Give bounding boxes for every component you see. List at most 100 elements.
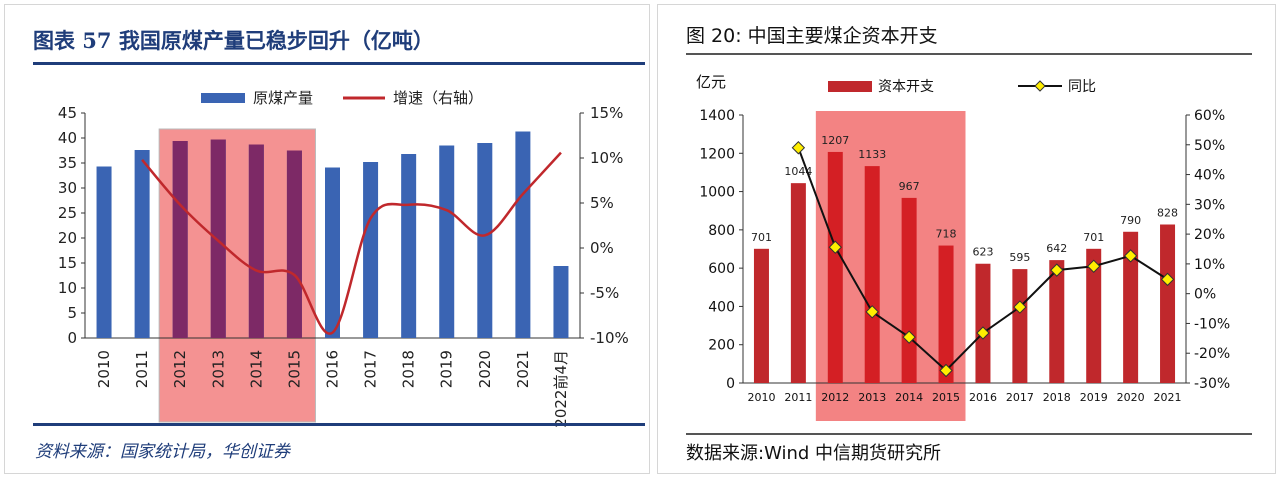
bar-data-label: 595 [1009, 251, 1030, 264]
x-tick-label: 2020 [476, 350, 494, 388]
x-tick-label: 2012 [171, 350, 189, 388]
right-chart-source: 数据来源:Wind 中信期货研究所 [686, 443, 942, 464]
bar-highlight-2013 [210, 139, 226, 338]
y-tick-label: 0 [726, 376, 735, 392]
x-tick-label: 2013 [209, 350, 227, 388]
legend-bar-label: 资本开支 [878, 79, 934, 95]
y2-tick-label: -20% [1194, 346, 1230, 362]
y-tick-label: 45 [58, 104, 77, 122]
y2-tick-label: -10% [590, 329, 629, 347]
legend-bar-label: 原煤产量 [253, 89, 313, 107]
y2-tick-label: 0% [1194, 287, 1216, 303]
y-tick-label: 40 [58, 129, 77, 147]
y2-tick-label: 10% [1194, 257, 1225, 273]
bar-2010 [753, 248, 769, 383]
y-tick-label: 5 [67, 304, 77, 322]
left-chart-source: 资料来源：国家统计局，华创证券 [35, 442, 290, 462]
y2-tick-label: -5% [590, 284, 619, 302]
legend-bar-swatch [828, 81, 872, 92]
yoy-marker [1160, 272, 1175, 287]
x-tick-label: 2010 [747, 391, 775, 404]
yoy-marker [902, 330, 916, 344]
x-tick-label: 2019 [438, 350, 456, 388]
y-tick-label: 1200 [699, 146, 735, 162]
bar-2019 [439, 145, 455, 338]
right-source-rule [686, 433, 1252, 435]
yoy-marker [1123, 249, 1138, 263]
y-tick-label: 15 [58, 254, 77, 272]
x-tick-label: 2018 [400, 350, 418, 388]
y2-tick-label: 15% [590, 104, 623, 122]
x-tick-label: 2015 [285, 350, 303, 388]
y-tick-label: 200 [708, 338, 735, 354]
x-tick-label: 2018 [1043, 391, 1071, 404]
bar-2022前4月 [553, 266, 569, 338]
bar-2010 [96, 166, 112, 338]
bar-2011 [134, 150, 150, 338]
bar-2021 [515, 131, 531, 338]
legend-line-label: 增速（右轴） [393, 89, 483, 107]
growth-line [141, 151, 562, 335]
y-tick-label: 30 [58, 179, 77, 197]
bar-data-label: 790 [1120, 214, 1141, 227]
bar-2014 [901, 197, 917, 383]
bar-data-label: 1133 [858, 148, 886, 161]
legend-marker-swatch [1034, 80, 1046, 92]
y-tick-label: 1400 [699, 108, 735, 124]
x-tick-label: 2013 [858, 391, 886, 404]
x-tick-label: 2022前4月 [552, 350, 570, 428]
y-tick-label: 800 [708, 223, 735, 239]
y2-tick-label: 30% [1194, 197, 1225, 213]
y2-tick-label: 40% [1194, 168, 1225, 184]
yoy-marker [939, 363, 953, 378]
bar-2011 [790, 183, 806, 383]
bar-2015 [938, 245, 954, 383]
y-tick-label: 1000 [699, 185, 735, 201]
bar-2020 [1123, 231, 1139, 383]
bar-data-label: 642 [1046, 242, 1067, 255]
bar-2020 [477, 143, 493, 338]
x-tick-label: 2014 [247, 350, 265, 388]
x-tick-label: 2021 [1154, 391, 1182, 404]
bar-2016 [975, 263, 991, 383]
bar-2018 [1049, 260, 1065, 383]
y2-tick-label: -10% [1194, 316, 1230, 332]
legend-bar-swatch [201, 93, 245, 103]
x-tick-label: 2012 [821, 391, 849, 404]
yoy-marker [865, 305, 879, 319]
bar-data-label: 701 [751, 231, 772, 244]
yoy-marker [1013, 300, 1027, 314]
bar-2012 [827, 151, 843, 383]
bar-highlight-2012 [172, 141, 188, 338]
bar-data-label: 623 [972, 246, 993, 259]
bar-2017 [1012, 269, 1028, 383]
y2-tick-label: 10% [590, 149, 623, 167]
left-title-rule [33, 62, 645, 65]
y-tick-label: 10 [58, 279, 77, 297]
y2-tick-label: 5% [590, 194, 614, 212]
y-tick-label: 0 [67, 329, 77, 347]
bar-2013 [864, 166, 880, 383]
yoy-marker [976, 326, 990, 340]
left-source-rule [33, 423, 645, 426]
right-chart-title: 图 20: 中国主要煤企资本开支 [686, 25, 938, 47]
yoy-marker [1087, 259, 1101, 273]
y2-tick-label: -30% [1194, 376, 1230, 392]
left-chart-panel: 图表 57 我国原煤产量已稳步回升（亿吨） 0 5 10 15 20 25 30 35 40 45… [4, 4, 650, 474]
left-chart-title: 图表 57 我国原煤产量已稳步回升（亿吨） [33, 28, 434, 53]
bar-data-label: 1207 [821, 134, 849, 147]
bar-highlight-2014 [248, 144, 264, 338]
bar-data-label: 828 [1157, 206, 1178, 219]
x-tick-label: 2020 [1117, 391, 1145, 404]
x-tick-label: 2017 [1006, 391, 1034, 404]
y2-tick-label: 20% [1194, 227, 1225, 243]
right-chart-svg: 亿元 0 200 400 600 800 1000 1200 1400 -30% -20% -10% 0… [696, 73, 1230, 421]
yoy-marker [791, 141, 806, 155]
y2-tick-label: 50% [1194, 138, 1225, 154]
x-tick-label: 2021 [514, 350, 532, 388]
x-tick-label: 2016 [324, 350, 342, 388]
x-tick-label: 2010 [95, 350, 113, 388]
y-tick-label: 35 [58, 154, 77, 172]
y-tick-label: 400 [708, 299, 735, 315]
yoy-marker [1050, 263, 1064, 277]
